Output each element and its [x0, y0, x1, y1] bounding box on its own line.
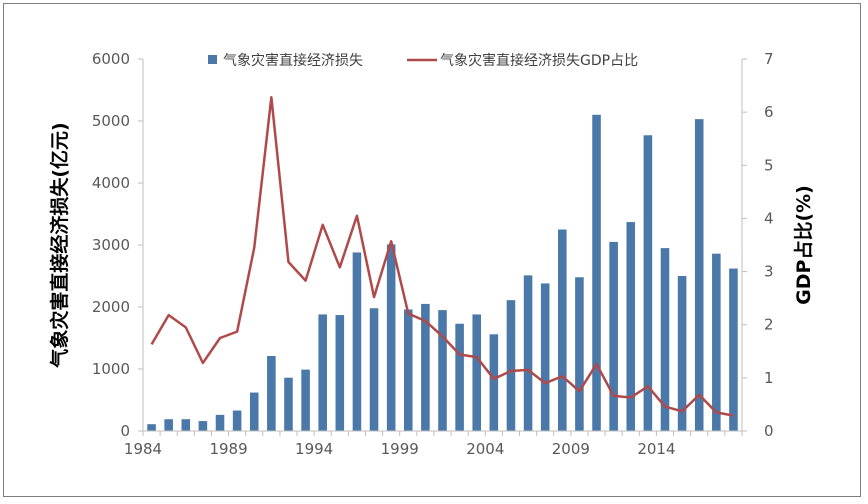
y-left-tick-label: 5000 — [92, 112, 130, 130]
x-tick-label: 1999 — [381, 440, 419, 458]
bar — [592, 114, 601, 432]
y-right-tick-label: 0 — [764, 422, 774, 440]
bar — [352, 252, 362, 431]
y-right-tick-label: 6 — [764, 103, 774, 121]
bar — [301, 369, 310, 431]
chart-svg: 0 1000 2000 3000 4000 5000 6000 0 1 2 3 4 5 6 7 1984 198… — [48, 50, 815, 458]
bar — [249, 392, 259, 431]
x-tick-label: 1984 — [124, 440, 162, 458]
x-tick-label: 1994 — [295, 440, 333, 458]
bar — [694, 119, 704, 431]
bar — [318, 314, 327, 431]
y-axis-right-title: GDP占比(%) — [792, 185, 815, 305]
bars-layer — [147, 114, 738, 432]
line-series — [150, 96, 734, 417]
bar — [626, 222, 636, 431]
y-right-tick-label: 1 — [764, 369, 774, 387]
bar — [489, 334, 499, 431]
bar — [164, 419, 173, 431]
line-layer — [150, 96, 734, 417]
bar — [438, 310, 447, 431]
bar — [267, 355, 276, 431]
bar — [523, 275, 533, 431]
bar — [215, 414, 225, 431]
bar — [729, 268, 738, 431]
bar — [284, 377, 293, 431]
bar — [643, 135, 653, 431]
y-right-tick-label: 3 — [764, 263, 774, 281]
bar — [660, 248, 670, 431]
y-left-tick-label: 2000 — [92, 298, 130, 316]
x-tick-label: 2004 — [466, 440, 504, 458]
bar — [540, 283, 550, 431]
bar — [386, 244, 396, 431]
bar — [198, 421, 208, 431]
legend-bar-swatch — [208, 55, 217, 64]
bar — [369, 308, 379, 431]
x-tick-label: 2009 — [552, 440, 590, 458]
bar — [421, 303, 430, 431]
bar — [335, 315, 345, 431]
ticks-layer: 0 1000 2000 3000 4000 5000 6000 0 1 2 3 4 5 6 7 1984 198… — [92, 50, 774, 458]
y-left-tick-label: 1000 — [92, 360, 130, 378]
y-left-tick-label: 0 — [120, 422, 130, 440]
bar — [147, 424, 156, 431]
bar — [712, 253, 721, 431]
y-left-tick-label: 6000 — [92, 50, 130, 68]
bar — [181, 419, 191, 431]
y-right-tick-label: 2 — [764, 316, 774, 334]
x-tick-label: 1989 — [209, 440, 247, 458]
y-axis-left-title: 气象灾害直接经济损失(亿元) — [48, 122, 71, 368]
chart-frame: 0 1000 2000 3000 4000 5000 6000 0 1 2 3 4 5 6 7 1984 198… — [3, 3, 861, 497]
bar — [677, 276, 687, 431]
bar — [506, 300, 516, 431]
legend: 气象灾害直接经济损失 气象灾害直接经济损失GDP占比 — [208, 52, 638, 69]
bar — [472, 314, 482, 431]
y-right-tick-label: 5 — [764, 156, 774, 174]
bar — [455, 323, 464, 431]
bar — [558, 229, 567, 431]
x-tick-label: 2014 — [637, 440, 675, 458]
y-right-tick-label: 4 — [764, 209, 774, 227]
legend-bar-label: 气象灾害直接经济损失 — [223, 52, 363, 69]
y-left-tick-label: 3000 — [92, 236, 130, 254]
y-right-tick-label: 7 — [764, 50, 774, 68]
bar — [575, 277, 584, 431]
y-left-tick-label: 4000 — [92, 174, 130, 192]
bar — [609, 241, 618, 431]
bar — [403, 309, 413, 431]
legend-line-label: 气象灾害直接经济损失GDP占比 — [440, 52, 638, 69]
bar — [232, 410, 242, 431]
